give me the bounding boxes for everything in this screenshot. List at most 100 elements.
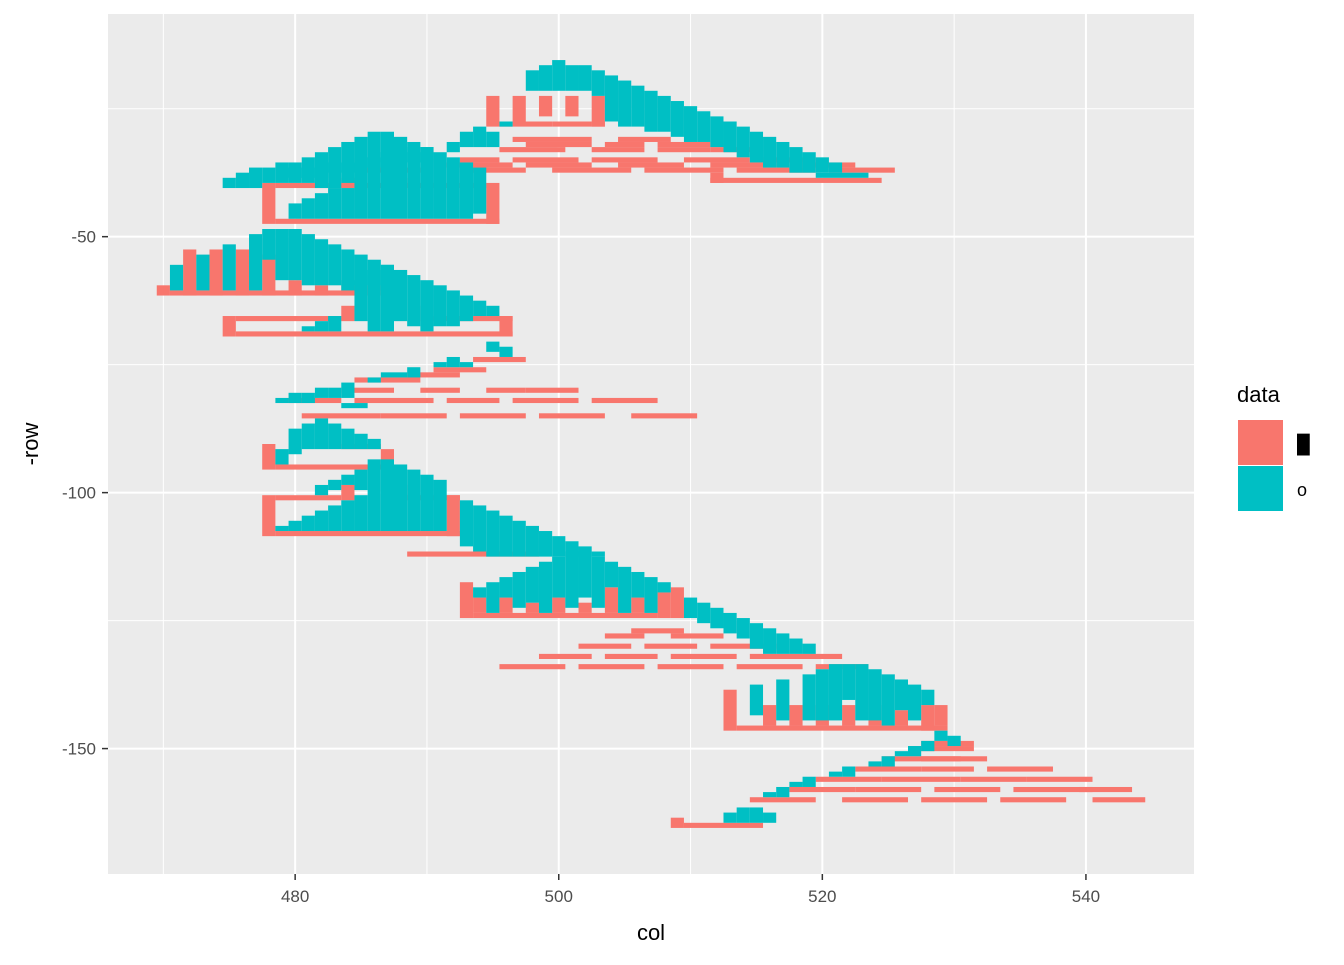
x-tick-label: 500 (545, 887, 573, 906)
tile (710, 607, 724, 629)
tile (486, 131, 500, 148)
tile (552, 556, 566, 598)
tile (314, 152, 329, 189)
tile (908, 684, 922, 721)
tile (407, 551, 539, 557)
tile (538, 413, 605, 419)
tile (921, 756, 961, 762)
tile (525, 525, 539, 557)
tile (1092, 797, 1146, 803)
tile (420, 147, 434, 219)
tile (921, 766, 974, 772)
y-axis-title: -row (18, 423, 43, 466)
tile (723, 812, 737, 823)
tile (591, 147, 645, 153)
tile (670, 101, 684, 137)
tile (908, 746, 922, 757)
tile (328, 147, 342, 189)
tile (249, 167, 263, 189)
tile (763, 792, 777, 798)
tile (314, 510, 329, 532)
tile (894, 679, 909, 711)
tile (486, 182, 500, 224)
tile (723, 612, 737, 634)
tile (763, 628, 777, 654)
tile (512, 397, 579, 404)
tile (222, 177, 236, 189)
tile (380, 131, 394, 219)
tile (604, 75, 619, 122)
x-tick-label: 480 (281, 887, 309, 906)
tile (828, 771, 843, 777)
tile (459, 295, 474, 322)
tile (881, 756, 895, 767)
tile (538, 65, 553, 91)
tile (512, 121, 553, 127)
tile (499, 664, 566, 670)
tile (842, 797, 909, 803)
tile (473, 126, 487, 148)
tile (618, 566, 632, 613)
tile (433, 362, 447, 368)
tile (341, 249, 355, 286)
tile (670, 587, 684, 619)
tile (552, 121, 592, 127)
tile (855, 786, 922, 793)
tile (683, 106, 698, 142)
tile (328, 316, 342, 332)
tile (591, 397, 658, 404)
tile (921, 797, 988, 803)
tile (710, 177, 882, 183)
tile (552, 536, 566, 557)
tile (288, 229, 302, 281)
tile (604, 561, 619, 588)
tile (815, 776, 882, 782)
tile (262, 254, 276, 296)
tile (591, 157, 658, 163)
tile (288, 520, 302, 532)
tile (354, 377, 421, 383)
tile (473, 612, 658, 619)
tile (618, 136, 671, 142)
tile (934, 705, 948, 726)
tile (262, 444, 276, 470)
tile (1013, 786, 1093, 793)
tile (631, 85, 645, 127)
tile (459, 362, 474, 368)
tile (499, 147, 566, 153)
tile (710, 643, 777, 649)
tile (275, 162, 289, 183)
tile (525, 602, 539, 613)
tile (341, 188, 355, 219)
tile (275, 495, 342, 501)
tile (486, 95, 500, 127)
tile (538, 561, 553, 613)
tile (987, 766, 1053, 772)
tile (644, 167, 724, 173)
tile (354, 469, 368, 491)
tile (473, 167, 487, 214)
tile (341, 280, 355, 291)
tile (341, 382, 355, 398)
tile (486, 582, 500, 613)
tile (604, 653, 658, 659)
tile (631, 413, 698, 419)
tile (420, 280, 434, 332)
tile (341, 500, 355, 532)
legend: data █ o (1237, 382, 1310, 511)
legend-label: o (1297, 480, 1307, 500)
tile (433, 367, 487, 373)
tile (367, 377, 381, 383)
tile (578, 664, 645, 670)
y-tick-label: -100 (62, 484, 96, 503)
tile (525, 141, 592, 148)
tile (486, 341, 500, 352)
tile (459, 157, 500, 163)
tile (604, 633, 645, 639)
tile (934, 786, 1001, 793)
tile (288, 392, 302, 404)
tile (802, 776, 816, 787)
tile (407, 275, 421, 327)
tile (328, 505, 342, 532)
tile (644, 90, 658, 132)
